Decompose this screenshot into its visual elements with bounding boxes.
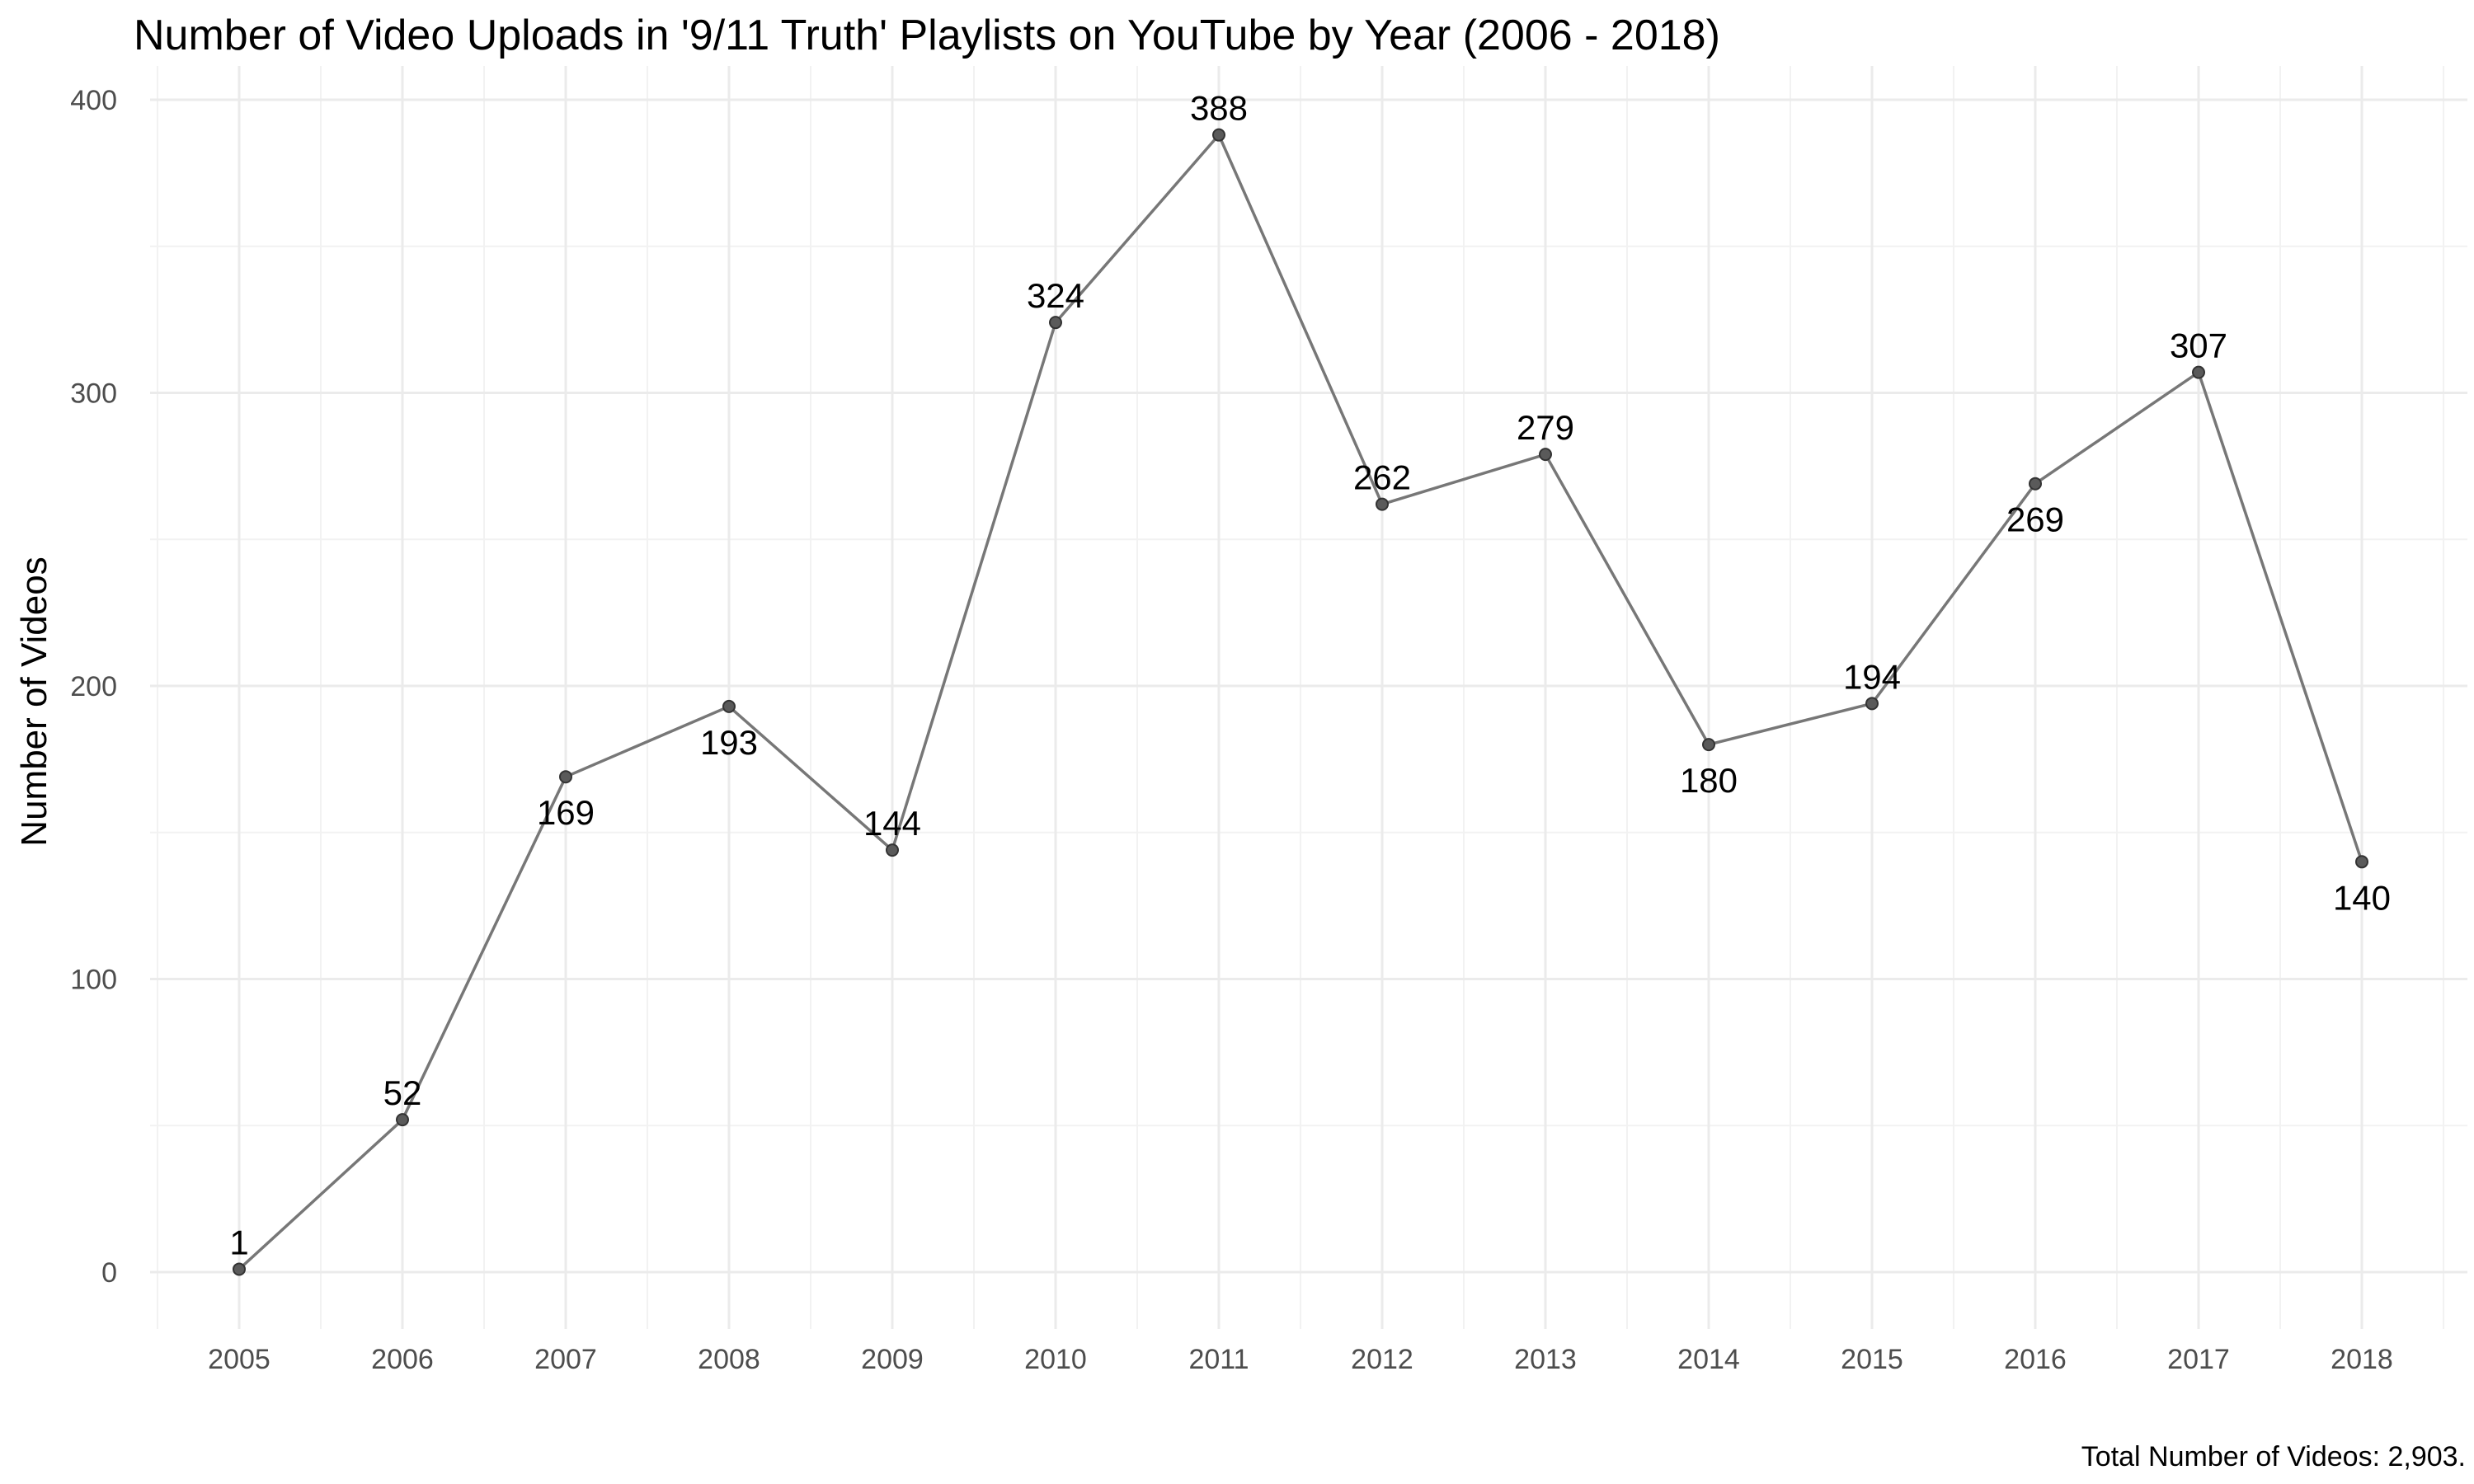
data-label: 269 (2006, 500, 2064, 539)
x-tick-label: 2005 (208, 1344, 270, 1375)
tick-labels: 0 100 200 300 400 2005 2006 2007 2008 2009 2010 201… (70, 85, 2393, 1375)
data-point (2192, 365, 2205, 379)
chart-title: Number of Video Uploads in '9/11 Truth' … (134, 12, 1720, 59)
x-tick-label: 2013 (1514, 1344, 1577, 1375)
data-label: 388 (1190, 89, 1248, 128)
data-point (233, 1262, 246, 1276)
data-label: 140 (2333, 878, 2391, 917)
data-point (559, 770, 572, 784)
data-label: 262 (1353, 458, 1411, 497)
x-tick-label: 2015 (1841, 1344, 1903, 1375)
data-point (396, 1113, 409, 1127)
y-tick-label: 400 (70, 85, 117, 116)
y-tick-label: 200 (70, 671, 117, 702)
series-layer (233, 128, 2368, 1276)
x-tick-label: 2010 (1024, 1344, 1087, 1375)
x-tick-label: 2008 (698, 1344, 760, 1375)
x-tick-label: 2018 (2331, 1344, 2393, 1375)
x-tick-label: 2009 (861, 1344, 924, 1375)
grid-lines (150, 66, 2467, 1329)
x-tick-label: 2017 (2167, 1344, 2230, 1375)
x-tick-label: 2007 (534, 1344, 597, 1375)
data-point (2355, 855, 2368, 869)
chart-caption: Total Number of Videos: 2,903. (2081, 1441, 2466, 1472)
data-label: 279 (1517, 408, 1574, 447)
data-point (1702, 738, 1715, 752)
y-tick-label: 0 (101, 1257, 117, 1289)
data-label: 144 (863, 804, 921, 843)
x-tick-label: 2016 (2004, 1344, 2067, 1375)
data-label: 52 (383, 1073, 422, 1112)
data-label: 194 (1843, 657, 1901, 696)
data-point (1212, 128, 1225, 142)
data-point (1539, 448, 1552, 462)
y-tick-label: 300 (70, 378, 117, 410)
data-label: 324 (1027, 276, 1084, 315)
data-point (2029, 477, 2042, 491)
data-point (1049, 316, 1062, 330)
data-point (886, 843, 899, 857)
data-label: 180 (1680, 761, 1738, 800)
x-tick-label: 2014 (1677, 1344, 1740, 1375)
data-labels: 1 52 169 193 144 324 388 262 279 180 194 269 307 140 (229, 89, 2391, 1262)
x-tick-label: 2006 (371, 1344, 434, 1375)
x-tick-label: 2011 (1188, 1344, 1249, 1375)
y-tick-label: 100 (70, 965, 117, 996)
series-line (238, 132, 2363, 1270)
data-point (1376, 497, 1389, 511)
data-label: 169 (537, 793, 595, 832)
y-axis-title: Number of Videos (14, 556, 54, 846)
data-point (722, 699, 736, 713)
data-label: 193 (700, 723, 758, 762)
data-label: 1 (229, 1223, 248, 1261)
data-label: 307 (2170, 326, 2227, 365)
data-point (1865, 697, 1879, 711)
x-tick-label: 2012 (1351, 1344, 1413, 1375)
